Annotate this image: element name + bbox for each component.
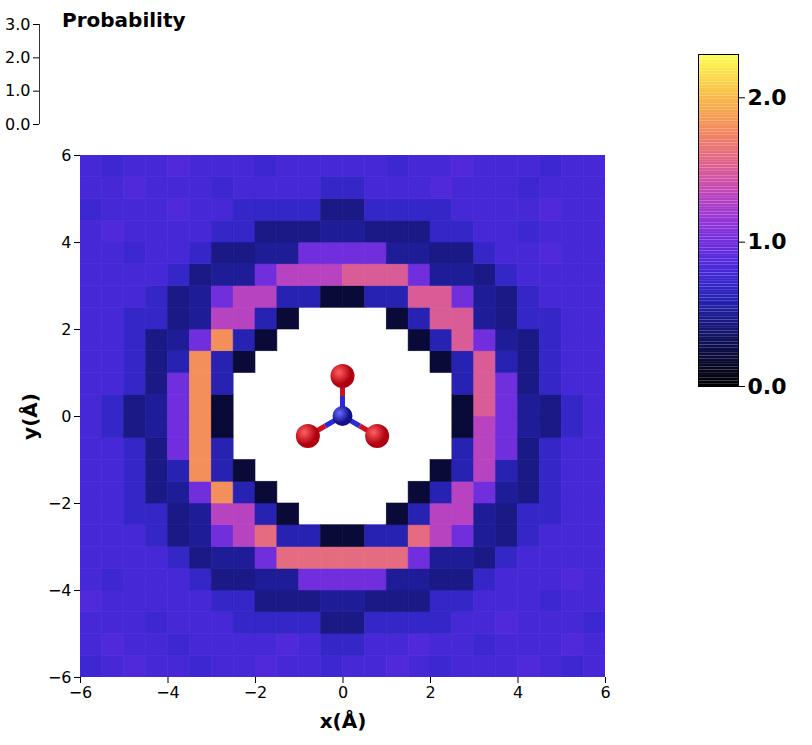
svg-text:2: 2 bbox=[425, 683, 435, 702]
svg-text:−4: −4 bbox=[156, 683, 180, 702]
svg-text:3.0: 3.0 bbox=[5, 15, 30, 34]
svg-text:y(Å): y(Å) bbox=[18, 393, 42, 440]
svg-text:0: 0 bbox=[338, 683, 348, 702]
svg-text:6: 6 bbox=[61, 146, 71, 165]
svg-text:4: 4 bbox=[61, 233, 71, 252]
html-text:Probability: Probability bbox=[62, 8, 186, 32]
svg-text:6: 6 bbox=[600, 683, 610, 702]
svg-text:4: 4 bbox=[513, 683, 523, 702]
svg-text:1.0: 1.0 bbox=[5, 81, 30, 100]
svg-text:2.0: 2.0 bbox=[748, 85, 787, 110]
svg-text:2.0: 2.0 bbox=[5, 48, 30, 67]
svg-text:0.0: 0.0 bbox=[748, 374, 787, 399]
svg-text:1.0: 1.0 bbox=[748, 229, 787, 254]
svg-text:−6: −6 bbox=[47, 667, 72, 687]
svg-text:0: 0 bbox=[61, 407, 71, 426]
svg-text:−4: −4 bbox=[48, 581, 72, 600]
svg-text:0.0: 0.0 bbox=[5, 115, 30, 134]
svg-text:−2: −2 bbox=[48, 494, 72, 513]
svg-text:−6: −6 bbox=[69, 683, 93, 702]
svg-text:x(Å): x(Å) bbox=[320, 709, 367, 733]
svg-text:2: 2 bbox=[61, 320, 71, 339]
svg-text:−2: −2 bbox=[244, 683, 268, 702]
